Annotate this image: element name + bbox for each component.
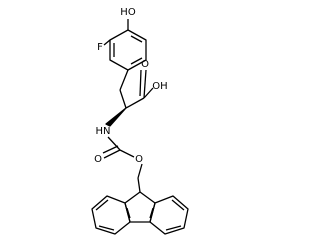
double-bond	[102, 145, 119, 154]
bond	[119, 69, 129, 91]
bond	[125, 97, 145, 109]
atom-label: F	[97, 42, 103, 53]
left-benzene	[91, 195, 131, 235]
bond	[107, 136, 121, 151]
bond	[143, 69, 147, 99]
bond	[119, 149, 135, 158]
bond	[119, 89, 127, 109]
bond	[137, 177, 141, 193]
atom-label: O	[135, 154, 143, 165]
double-bond	[165, 225, 182, 231]
bond	[103, 149, 121, 159]
bond	[103, 39, 111, 46]
wedge-bond	[105, 107, 127, 127]
double-bond	[149, 207, 154, 219]
right-benzene	[149, 195, 189, 235]
double-bond	[98, 225, 115, 231]
labels: HO F O OH HN O O	[94, 7, 168, 165]
double-bond	[171, 199, 185, 211]
double-bond	[95, 199, 109, 211]
double-bond	[126, 207, 131, 219]
atom-label: OH	[152, 81, 167, 92]
atom-label: O	[94, 154, 102, 165]
atom-label: O	[141, 59, 149, 70]
five-ring	[124, 191, 156, 223]
double-bond	[130, 57, 143, 65]
atom-label: HO	[120, 7, 136, 18]
double-bond	[130, 35, 143, 43]
bond	[137, 163, 143, 179]
bond	[143, 87, 154, 99]
bonds	[91, 19, 189, 235]
double-bond	[139, 69, 142, 97]
structure: HO F O OH HN O O	[91, 7, 189, 235]
atom-label: HN	[96, 126, 111, 137]
